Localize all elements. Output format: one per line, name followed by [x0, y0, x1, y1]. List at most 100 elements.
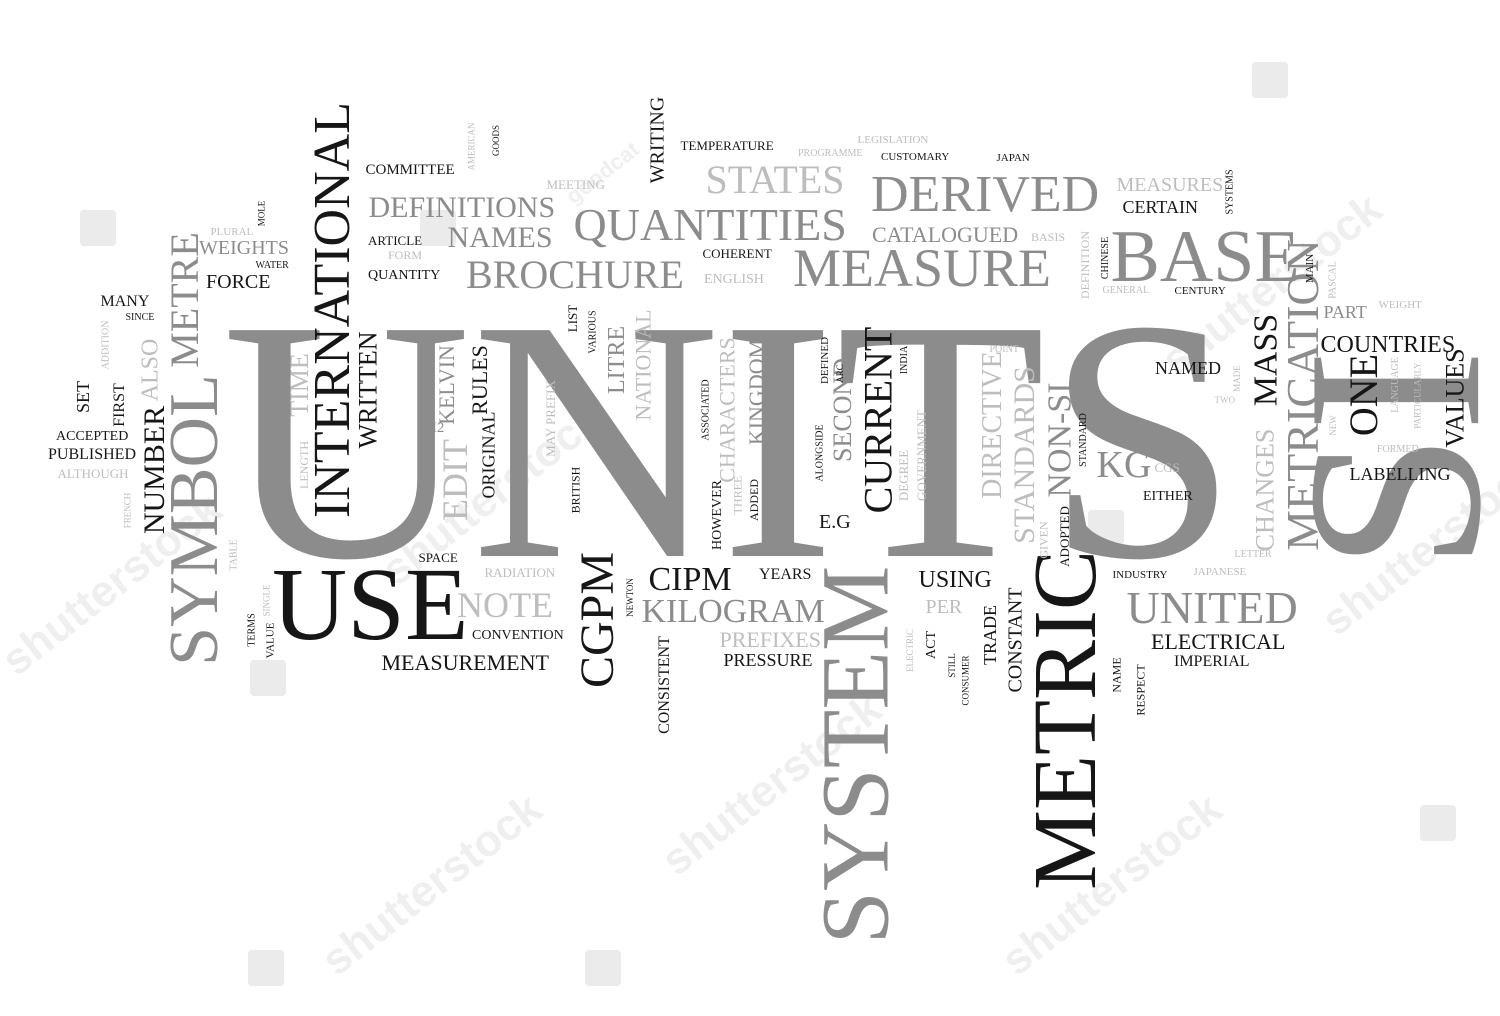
word-arc: ARC: [834, 363, 845, 383]
word-labelling: LABELLING: [1349, 464, 1451, 484]
word-quantity: QUANTITY: [368, 268, 441, 283]
word-although: ALTHOUGH: [57, 465, 129, 481]
word-degree: DEGREE: [895, 449, 911, 501]
word-quantities: QUANTITIES: [573, 199, 847, 250]
word-various: VARIOUS: [587, 310, 599, 354]
word-coherent: COHERENT: [702, 245, 772, 261]
word-force: FORCE: [206, 271, 271, 293]
word-meeting: MEETING: [546, 176, 606, 192]
word-legislation: LEGISLATION: [857, 133, 929, 146]
word-defined: DEFINED: [818, 336, 831, 384]
word-standards: STANDARDS: [1007, 366, 1041, 544]
word-measure: MEASURE: [793, 238, 1052, 298]
word-cgs: CGS: [1154, 459, 1180, 475]
watermark-icon: [1252, 62, 1288, 98]
word-definitions: DEFINITIONS: [368, 191, 556, 224]
word-government: GOVERNMENT: [913, 409, 929, 501]
word-many: MANY: [100, 293, 150, 310]
word-table: TABLE: [228, 539, 240, 571]
word-electrical: ELECTRICAL: [1151, 629, 1286, 654]
word-two: TWO: [1214, 394, 1236, 405]
word-plural: PLURAL: [210, 225, 254, 238]
word-weight: WEIGHT: [1378, 298, 1422, 311]
word-current: CURRENT: [854, 326, 900, 514]
word-pascal: PASCAL: [1327, 261, 1339, 299]
word-non-si: NON-SI: [1041, 382, 1079, 498]
word-single: SINGLE: [261, 584, 272, 616]
word-formed: FORMED: [1377, 444, 1419, 455]
word-basis: BASIS: [1031, 230, 1066, 244]
word-definition: DEFINITION: [1078, 231, 1092, 299]
word-particularly: PARTICULARLY: [1412, 361, 1423, 429]
word-form: FORM: [388, 248, 423, 262]
word-states: STATES: [705, 157, 845, 202]
watermark-icon: [1420, 805, 1456, 841]
word-french: FRENCH: [122, 492, 133, 528]
word-writing: WRITING: [645, 96, 668, 184]
word-number: NUMBER: [138, 405, 172, 535]
word-changes: CHANGES: [1249, 428, 1279, 552]
word-associated: ASSOCIATED: [700, 379, 712, 441]
word-space: SPACE: [418, 549, 458, 565]
word-e-g: E.G: [819, 511, 851, 533]
word-act: ACT: [924, 631, 939, 659]
word-cipm: CIPM: [648, 561, 732, 598]
word-imperial: IMPERIAL: [1174, 653, 1250, 670]
word-standard: STANDARD: [1077, 413, 1089, 467]
word-pressure: PRESSURE: [723, 650, 813, 670]
word-using: USING: [918, 567, 992, 593]
word-newton: NEWTON: [624, 577, 635, 617]
word-mass: MASS: [1246, 313, 1284, 407]
word-derived: DERIVED: [871, 166, 1100, 223]
word-part: PART: [1323, 302, 1367, 322]
word-use: USE: [272, 547, 469, 662]
word-addition: ADDITION: [99, 320, 111, 370]
word-alongside: ALONGSIDE: [814, 424, 826, 482]
word-characters: CHARACTERS: [714, 337, 740, 483]
word-respect: RESPECT: [1133, 664, 1148, 716]
word-edit: EDIT: [434, 439, 475, 521]
watermark-icon: [248, 950, 284, 986]
word-trade: TRADE: [980, 605, 1000, 665]
word-cgpm: CGPM: [571, 551, 625, 689]
word-published: PUBLISHED: [48, 446, 137, 463]
watermark-icon: [420, 210, 456, 246]
word-letter: LETTER: [1234, 549, 1272, 560]
word-weights: WEIGHTS: [199, 237, 289, 259]
word-first: FIRST: [110, 383, 128, 427]
word-water: WATER: [255, 260, 289, 271]
word-litre: LITRE: [603, 326, 630, 394]
word-india: INDIA: [899, 345, 911, 375]
word-constant: CONSTANT: [1004, 587, 1027, 693]
word-value: VALUE: [264, 622, 277, 658]
word-chinese: CHINESE: [1100, 236, 1112, 280]
word-names: NAMES: [447, 221, 553, 254]
word-countries: COUNTRIES: [1320, 332, 1456, 358]
watermark-text: shutterstock: [312, 784, 551, 986]
watermark-icon: [80, 210, 116, 246]
word-however: HOWEVER: [710, 480, 725, 550]
word-one: ONE: [1341, 353, 1387, 437]
word-added: ADDED: [747, 479, 761, 521]
word-american: AMERICAN: [466, 121, 477, 171]
word-kg: KG: [1096, 444, 1152, 486]
word-set: SET: [73, 380, 94, 414]
word-adopted: ADOPTED: [1056, 505, 1072, 567]
word-note: NOTE: [457, 585, 553, 625]
word-century: CENTURY: [1174, 284, 1226, 297]
word-since: SINCE: [125, 312, 155, 323]
word-three: THREE: [729, 475, 744, 515]
word-point: POINT: [989, 344, 1019, 355]
word-convention: CONVENTION: [472, 628, 564, 643]
word-time: TIME: [284, 353, 314, 417]
word-united: UNITED: [1126, 582, 1298, 633]
word-english: ENGLISH: [704, 272, 764, 287]
word-new: NEW: [1327, 414, 1338, 436]
word-mole: MOLE: [256, 200, 267, 226]
word-named: NAMED: [1155, 358, 1221, 378]
word-name: NAME: [1109, 657, 1124, 693]
word-kelvin: KELVIN: [433, 345, 459, 425]
word-rules: RULES: [466, 345, 492, 415]
word-programme: PROGRAMME: [798, 148, 863, 159]
word-accepted: ACCEPTED: [56, 429, 129, 444]
